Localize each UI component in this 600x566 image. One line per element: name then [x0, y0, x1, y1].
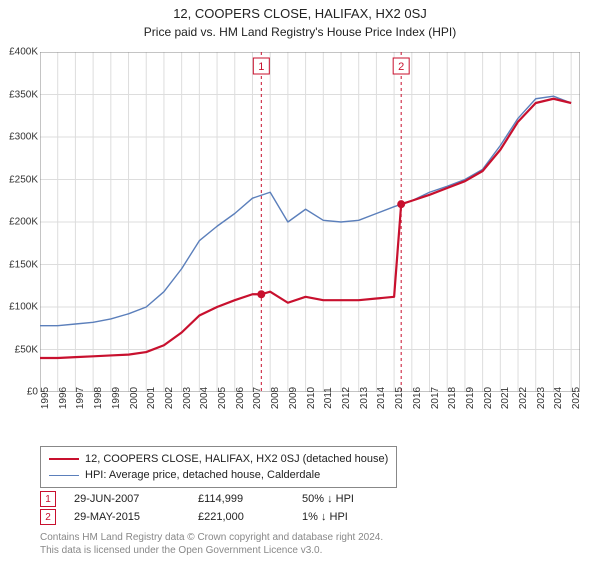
sale-marker-icon: 2 [40, 509, 56, 525]
sale-date: 29-JUN-2007 [74, 493, 194, 505]
footer-line1: Contains HM Land Registry data © Crown c… [40, 532, 383, 545]
chart-svg: 12 [40, 52, 580, 392]
sales-table: 1 29-JUN-2007 £114,999 50% ↓ HPI 2 29-MAY-201… [40, 490, 354, 526]
page-title: 12, COOPERS CLOSE, HALIFAX, HX2 0SJ [0, 6, 600, 21]
svg-text:2: 2 [398, 61, 404, 73]
footer: Contains HM Land Registry data © Crown c… [40, 532, 383, 557]
y-tick-label: £0 [0, 387, 38, 398]
legend: 12, COOPERS CLOSE, HALIFAX, HX2 0SJ (det… [40, 446, 397, 488]
sale-row: 1 29-JUN-2007 £114,999 50% ↓ HPI [40, 490, 354, 508]
y-tick-label: £400K [0, 47, 38, 58]
svg-text:1: 1 [258, 61, 264, 73]
chart: 12 £0£50K£100K£150K£200K£250K£300K£350K£… [40, 52, 580, 392]
legend-item-hpi: HPI: Average price, detached house, Cald… [49, 467, 388, 483]
sale-row: 2 29-MAY-2015 £221,000 1% ↓ HPI [40, 508, 354, 526]
sale-date: 29-MAY-2015 [74, 511, 194, 523]
y-tick-label: £300K [0, 132, 38, 143]
sale-hpi-delta: 1% ↓ HPI [302, 511, 348, 523]
legend-label-hpi: HPI: Average price, detached house, Cald… [85, 469, 320, 481]
y-tick-label: £200K [0, 217, 38, 228]
legend-item-property: 12, COOPERS CLOSE, HALIFAX, HX2 0SJ (det… [49, 451, 388, 467]
sale-price: £221,000 [198, 511, 298, 523]
footer-line2: This data is licensed under the Open Gov… [40, 545, 383, 558]
legend-label-property: 12, COOPERS CLOSE, HALIFAX, HX2 0SJ (det… [85, 453, 388, 465]
sale-marker-icon: 1 [40, 491, 56, 507]
y-tick-label: £350K [0, 89, 38, 100]
y-tick-label: £150K [0, 259, 38, 270]
sale-price: £114,999 [198, 493, 298, 505]
y-tick-label: £250K [0, 174, 38, 185]
sale-hpi-delta: 50% ↓ HPI [302, 493, 354, 505]
x-tick-label: 2025 [571, 387, 600, 409]
legend-swatch-property [49, 458, 79, 460]
legend-swatch-hpi [49, 475, 79, 476]
page-subtitle: Price paid vs. HM Land Registry's House … [0, 25, 600, 39]
y-tick-label: £50K [0, 344, 38, 355]
y-tick-label: £100K [0, 302, 38, 313]
